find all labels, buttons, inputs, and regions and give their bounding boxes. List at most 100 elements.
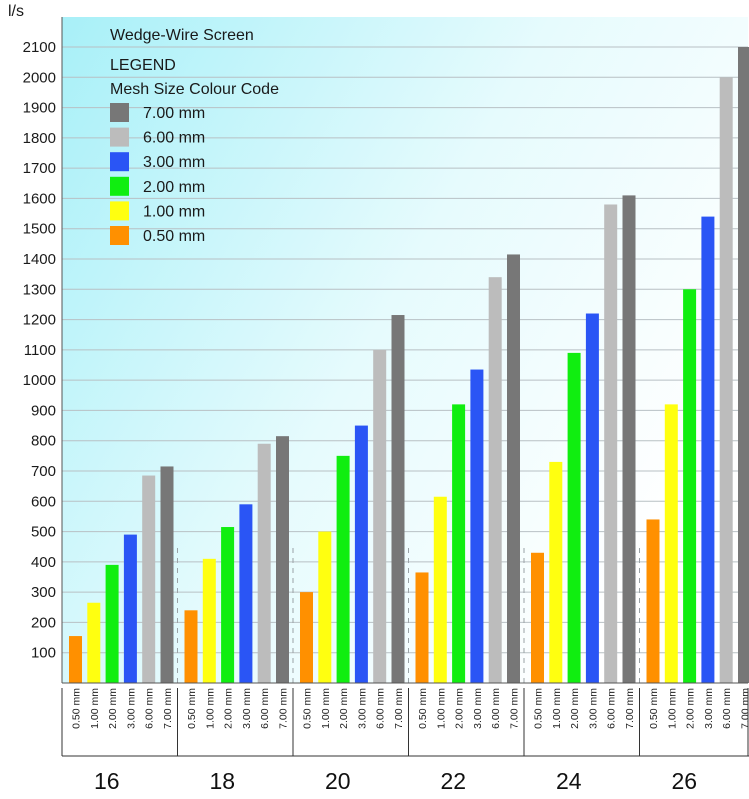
y-tick-label: 1200 [23, 312, 56, 329]
y-tick-label: 1700 [23, 160, 56, 177]
y-tick-label: 500 [31, 524, 56, 541]
legend-heading: LEGEND [110, 57, 176, 74]
bar [507, 254, 520, 683]
y-tick-label: 2000 [23, 69, 56, 86]
x-tick-label: 2.00 mm [107, 688, 119, 729]
legend-swatch [110, 226, 129, 245]
bar [336, 455, 350, 683]
chart-title: Wedge-Wire Screen [110, 27, 254, 44]
x-tick-label: 2.00 mm [685, 688, 697, 729]
legend-swatch [110, 127, 129, 147]
bar [276, 436, 289, 683]
group-label: 22 [440, 768, 466, 794]
bar [160, 466, 174, 683]
x-tick-label: 3.00 mm [587, 688, 599, 729]
bar [549, 461, 563, 683]
x-tick-label: 0.50 mm [186, 688, 198, 729]
bar [452, 404, 466, 683]
x-tick-label: 0.50 mm [417, 688, 429, 729]
x-tick-label: 1.00 mm [666, 688, 678, 729]
y-tick-label: 1100 [24, 342, 56, 359]
bar [567, 352, 581, 683]
bar [300, 592, 313, 683]
x-tick-label: 3.00 mm [241, 688, 253, 729]
legend-label: 6.00 mm [143, 130, 205, 147]
x-tick-label: 6.00 mm [375, 688, 387, 729]
legend: 7.00 mm 6.00 mm 3.00 mm 2.00 mm 1.00 mm 0.50 … [110, 103, 205, 245]
legend-label: 7.00 mm [143, 105, 205, 122]
bar [701, 216, 715, 683]
bar [354, 425, 368, 683]
bar [318, 531, 332, 683]
bar [415, 572, 429, 683]
legend-swatch [110, 152, 129, 172]
x-tick-label: 6.00 mm [721, 688, 733, 729]
legend-swatch [110, 103, 129, 122]
bar [257, 443, 271, 683]
bar [239, 504, 253, 683]
y-tick-label: 700 [31, 463, 56, 480]
x-tick-label: 1.00 mm [435, 688, 447, 729]
bar [531, 552, 544, 683]
x-tick-label: 1.00 mm [89, 688, 101, 729]
y-tick-label: 2100 [23, 39, 56, 56]
y-tick-label: 800 [31, 433, 56, 450]
group-label: 26 [671, 768, 697, 794]
legend-swatch [110, 176, 129, 196]
bar [373, 349, 387, 683]
x-tick-label: 3.00 mm [125, 688, 137, 729]
x-tick-label: 0.50 mm [302, 688, 314, 729]
bar [105, 564, 119, 683]
x-tick-label: 2.00 mm [338, 688, 350, 729]
group-label: 16 [94, 768, 120, 794]
y-tick-label: 1800 [23, 130, 56, 147]
y-tick-label: 1000 [23, 372, 56, 389]
x-tick-label: 0.50 mm [648, 688, 660, 729]
y-tick-label: 1400 [23, 251, 56, 268]
legend-label: 3.00 mm [143, 154, 205, 171]
legend-label: 2.00 mm [143, 179, 205, 196]
bar [738, 47, 749, 683]
group-label: 20 [325, 768, 351, 794]
x-tick-label: 6.00 mm [606, 688, 618, 729]
x-tick-label: 2.00 mm [454, 688, 466, 729]
x-tick-label: 6.00 mm [490, 688, 502, 729]
y-tick-label: 200 [31, 614, 56, 631]
y-tick-label: 400 [31, 554, 56, 571]
legend-swatch [110, 201, 129, 221]
bar [683, 289, 697, 683]
bar [664, 404, 678, 683]
bar [202, 558, 216, 683]
bar [142, 475, 156, 683]
x-tick-label: 7.00 mm [393, 688, 405, 729]
x-tick-label: 7.00 mm [278, 688, 290, 729]
x-tick-label: 1.00 mm [551, 688, 563, 729]
x-tick-label: 2.00 mm [569, 688, 581, 729]
x-tick-label: 6.00 mm [259, 688, 271, 729]
group-label: 24 [556, 768, 582, 794]
bar [87, 602, 101, 683]
x-tick-label: 3.00 mm [472, 688, 484, 729]
y-tick-label: 1600 [23, 190, 56, 207]
x-tick-label: 3.00 mm [703, 688, 715, 729]
x-tick-label: 7.00 mm [624, 688, 636, 729]
bar [69, 636, 82, 683]
x-tick-label: 2.00 mm [223, 688, 235, 729]
y-tick-label: 1900 [23, 100, 56, 117]
y-axis-tick-labels: 100 200 300 400 500 600 700 800 900 1000 1100 1200 1… [23, 39, 56, 662]
x-tick-label: 7.00 mm [162, 688, 174, 729]
x-tick-label: 7.00 mm [740, 688, 749, 729]
bar [604, 204, 618, 683]
bar [488, 277, 502, 683]
x-tick-label: 1.00 mm [320, 688, 332, 729]
legend-subheading: Mesh Size Colour Code [110, 81, 279, 98]
x-tick-label: 6.00 mm [144, 688, 156, 729]
bar [433, 496, 447, 683]
group-labels: 16 18 20 22 24 26 [94, 768, 697, 794]
y-tick-label: 1500 [23, 221, 56, 238]
legend-label: 0.50 mm [143, 228, 205, 245]
x-tick-label: 7.00 mm [509, 688, 521, 729]
bar [221, 527, 235, 683]
bar [719, 77, 733, 684]
